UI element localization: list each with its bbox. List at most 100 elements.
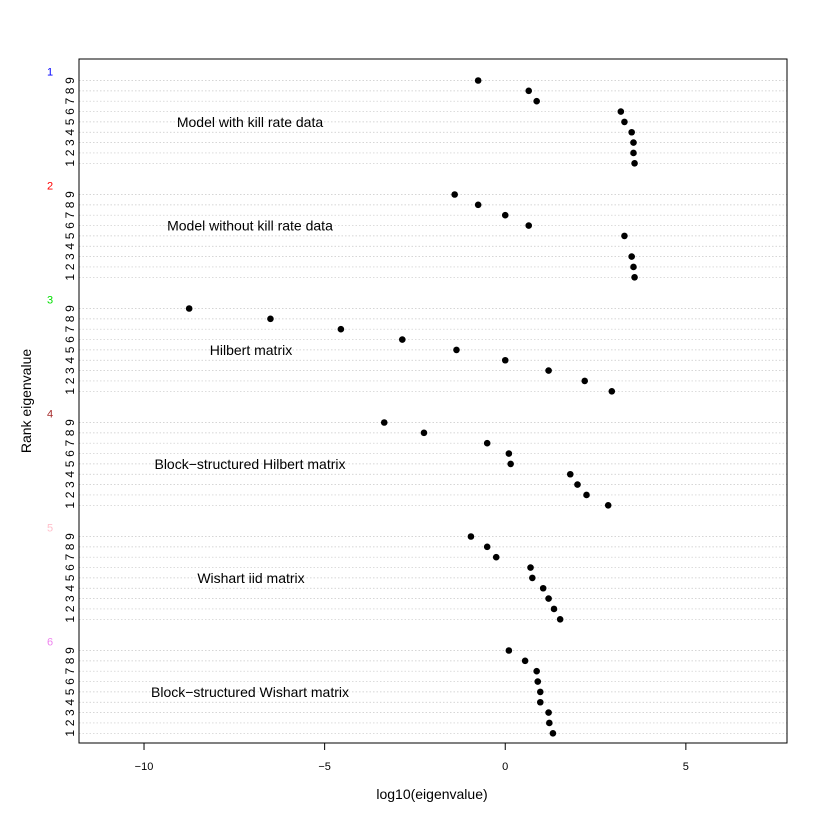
rank-label: 4 xyxy=(63,129,77,136)
plot-frame xyxy=(78,58,788,744)
rank-label: 5 xyxy=(63,574,77,581)
rank-label: 9 xyxy=(63,77,77,84)
rank-label: 2 xyxy=(63,491,77,498)
data-point xyxy=(529,574,536,582)
data-point xyxy=(507,460,514,468)
rank-label: 7 xyxy=(63,668,77,675)
rank-label: 2 xyxy=(63,263,77,270)
rank-label: 6 xyxy=(63,336,77,343)
rank-label: 6 xyxy=(63,678,77,685)
group-labels: Model with kill rate data Model without k… xyxy=(151,114,349,700)
rank-label: 3 xyxy=(63,595,77,602)
data-point xyxy=(549,730,557,737)
rank-label: 2 xyxy=(63,605,77,612)
data-point xyxy=(536,688,544,696)
data-point xyxy=(505,647,513,654)
data-point xyxy=(536,698,544,706)
data-point xyxy=(545,367,552,374)
rank-label: 6 xyxy=(63,564,77,571)
rank-label: 1 xyxy=(63,502,77,509)
rank-label: 2 xyxy=(63,377,77,384)
data-point xyxy=(583,491,590,499)
data-point xyxy=(337,325,345,333)
data-point xyxy=(501,356,509,364)
rank-label: 5 xyxy=(63,346,77,353)
rank-label: 2 xyxy=(63,149,77,156)
data-point xyxy=(453,346,460,354)
data-point xyxy=(630,263,637,271)
rank-label: 2 xyxy=(63,719,77,726)
data-point xyxy=(631,160,638,167)
y-axis-title: Rank eigenvalue xyxy=(18,349,34,454)
data-point xyxy=(380,419,388,426)
data-point xyxy=(420,429,428,437)
grid-lines xyxy=(79,80,787,734)
data-point xyxy=(505,450,513,457)
rank-label: 6 xyxy=(63,222,77,229)
x-tick-label: 0 xyxy=(502,761,508,773)
rank-label: 3 xyxy=(63,139,77,146)
group-number: 6 xyxy=(47,637,53,649)
rank-label: 1 xyxy=(63,730,77,737)
data-point xyxy=(617,108,625,115)
data-point xyxy=(621,232,628,240)
x-tick-label: −5 xyxy=(318,761,331,773)
rank-label: 1 xyxy=(63,160,77,167)
x-axis-title: log10(eigenvalue) xyxy=(376,786,487,802)
data-point xyxy=(185,305,193,312)
rank-label: 6 xyxy=(63,108,77,115)
data-point xyxy=(483,543,491,551)
data-point xyxy=(574,481,581,488)
rank-label: 7 xyxy=(63,440,77,447)
rank-label: 3 xyxy=(63,709,77,716)
data-point xyxy=(556,616,564,623)
rank-label: 7 xyxy=(63,326,77,333)
group-numbers: 1 2 3 4 5 6 xyxy=(47,67,53,649)
rank-label: 9 xyxy=(63,533,77,540)
data-point xyxy=(628,253,635,260)
group-label: Block−structured Hilbert matrix xyxy=(154,456,345,472)
rank-label: 4 xyxy=(63,699,77,706)
data-point xyxy=(628,128,635,136)
data-point xyxy=(483,439,491,447)
rank-label: 6 xyxy=(63,450,77,457)
data-point xyxy=(604,502,612,509)
rank-label: 3 xyxy=(63,481,77,488)
data-point xyxy=(550,605,558,613)
rank-labels: 9 8 7 6 5 4 3 2 1 9 8 7 6 5 4 3 2 1 9 8 7 6 5 4 3 2 1 9 8 7 6 5 4 3 2 1 9 8 7 6… xyxy=(63,77,77,737)
group-number: 4 xyxy=(47,409,53,421)
rank-label: 9 xyxy=(63,419,77,426)
rank-label: 9 xyxy=(63,647,77,654)
data-points xyxy=(185,77,638,737)
data-point xyxy=(631,274,638,281)
rank-label: 8 xyxy=(63,543,77,550)
group-number: 3 xyxy=(47,295,53,307)
data-point xyxy=(525,222,533,229)
rank-label: 1 xyxy=(63,274,77,281)
data-point xyxy=(566,470,574,478)
data-point xyxy=(581,377,589,385)
data-point xyxy=(527,564,534,571)
x-tick-label: 5 xyxy=(683,761,689,773)
rank-label: 3 xyxy=(63,367,77,374)
data-point xyxy=(492,553,500,561)
group-label: Wishart iid matrix xyxy=(197,570,304,586)
group-label: Block−structured Wishart matrix xyxy=(151,684,349,700)
rank-label: 8 xyxy=(63,315,77,322)
data-point xyxy=(267,315,274,323)
group-label: Model with kill rate data xyxy=(177,114,324,130)
rank-label: 3 xyxy=(63,253,77,260)
rank-label: 9 xyxy=(63,305,77,312)
data-point xyxy=(545,709,552,716)
rank-label: 1 xyxy=(63,616,77,623)
x-axis: −10 −5 0 5 xyxy=(135,742,689,773)
rank-label: 5 xyxy=(63,232,77,239)
rank-label: 7 xyxy=(63,212,77,219)
group-number: 1 xyxy=(47,67,53,79)
rank-label: 4 xyxy=(63,471,77,478)
rank-label: 4 xyxy=(63,585,77,592)
data-point xyxy=(533,667,540,675)
rank-label: 4 xyxy=(63,243,77,250)
data-point xyxy=(533,97,540,105)
